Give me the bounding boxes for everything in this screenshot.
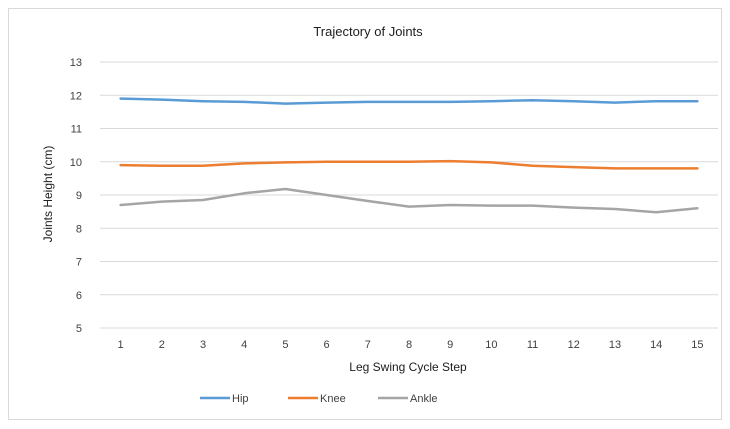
y-tick-label: 5 bbox=[76, 323, 82, 335]
x-tick-label: 4 bbox=[241, 339, 247, 351]
chart-frame bbox=[8, 8, 722, 420]
x-tick-label: 1 bbox=[118, 339, 124, 351]
y-tick-label: 6 bbox=[76, 290, 82, 302]
y-tick-label: 7 bbox=[76, 257, 82, 269]
x-tick-label: 9 bbox=[447, 339, 453, 351]
y-tick-label: 10 bbox=[70, 157, 82, 169]
x-tick-label: 5 bbox=[282, 339, 288, 351]
legend-label-knee: Knee bbox=[320, 393, 346, 405]
y-axis-title: Joints Height (cm) bbox=[41, 146, 55, 243]
series-line-hip bbox=[119, 97, 699, 105]
legend: Hip Knee Ankle bbox=[200, 393, 438, 405]
y-axis-ticks: 5 6 7 8 9 10 11 12 13 bbox=[70, 57, 82, 335]
y-tick-label: 9 bbox=[76, 190, 82, 202]
x-tick-label: 8 bbox=[406, 339, 412, 351]
data-series bbox=[119, 97, 699, 214]
x-axis-ticks: 1 2 3 4 5 6 7 8 9 10 11 12 13 14 15 bbox=[118, 339, 704, 351]
x-axis-title: Leg Swing Cycle Step bbox=[349, 360, 467, 374]
y-tick-label: 12 bbox=[70, 90, 82, 102]
legend-label-ankle: Ankle bbox=[410, 393, 438, 405]
x-tick-label: 14 bbox=[650, 339, 662, 351]
x-tick-label: 12 bbox=[568, 339, 580, 351]
x-tick-label: 3 bbox=[200, 339, 206, 351]
y-tick-label: 13 bbox=[70, 57, 82, 69]
legend-label-hip: Hip bbox=[232, 393, 249, 405]
x-tick-label: 10 bbox=[485, 339, 497, 351]
y-tick-label: 11 bbox=[71, 124, 82, 136]
x-tick-label: 2 bbox=[159, 339, 165, 351]
x-tick-label: 15 bbox=[691, 339, 703, 351]
x-tick-label: 11 bbox=[527, 339, 538, 351]
series-line-knee bbox=[119, 159, 699, 170]
x-tick-label: 13 bbox=[609, 339, 621, 351]
x-tick-label: 7 bbox=[365, 339, 371, 351]
series-line-ankle bbox=[119, 187, 699, 214]
x-tick-label: 6 bbox=[324, 339, 330, 351]
chart-title: Trajectory of Joints bbox=[313, 24, 423, 39]
y-tick-label: 8 bbox=[76, 223, 82, 235]
